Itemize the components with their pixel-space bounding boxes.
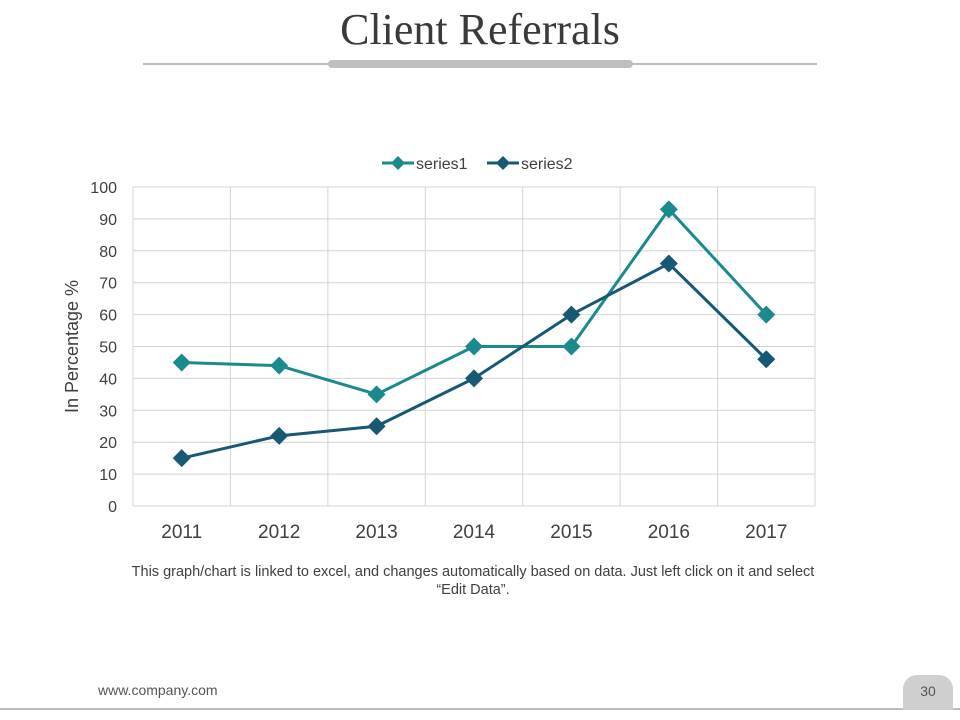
y-tick-label: 60	[99, 308, 117, 325]
legend-label-series1: series1	[416, 156, 468, 173]
y-tick-label: 0	[108, 499, 117, 516]
chart-legend: series1 series2	[382, 156, 573, 173]
series-line-series1[interactable]	[181, 207, 768, 396]
data-point-series2[interactable]	[465, 369, 483, 388]
y-tick-label: 10	[99, 467, 117, 484]
x-tick-label: 2016	[648, 522, 690, 543]
chart-caption: This graph/chart is linked to excel, and…	[131, 564, 815, 598]
slide-title: Client Referrals	[340, 5, 620, 54]
y-axis-title: In Percentage %	[62, 280, 82, 413]
data-point-series1[interactable]	[562, 337, 581, 356]
chart-grid	[132, 186, 816, 507]
footer-url: www.company.com	[98, 682, 218, 698]
page-number: 30	[920, 683, 936, 699]
data-point-series1[interactable]	[367, 385, 386, 404]
y-tick-label: 70	[99, 276, 117, 293]
data-point-series1[interactable]	[172, 353, 191, 372]
x-tick-label: 2011	[161, 522, 202, 543]
chart-axes: 0 10 20 30 40 50 60 70 80 90 100 2011 2012 2013 2014 20…	[62, 180, 787, 543]
data-point-series2[interactable]	[172, 449, 191, 468]
y-tick-label: 100	[90, 180, 117, 197]
data-point-series2[interactable]	[757, 350, 776, 369]
y-tick-label: 80	[99, 244, 117, 261]
page-number-tab: 30	[903, 675, 953, 710]
data-point-series2[interactable]	[562, 305, 581, 324]
data-point-series2[interactable]	[659, 254, 678, 273]
data-point-series2[interactable]	[367, 417, 386, 436]
data-point-series2[interactable]	[270, 426, 289, 445]
series-line-series2[interactable]	[181, 262, 768, 460]
y-tick-label: 90	[99, 212, 117, 229]
footer-divider	[0, 708, 960, 710]
x-tick-label: 2017	[745, 522, 787, 543]
chart-series	[172, 200, 776, 468]
data-point-series1[interactable]	[270, 356, 289, 375]
legend-marker-series1	[391, 156, 405, 170]
title-accent-bar	[328, 60, 633, 68]
x-tick-label: 2013	[355, 522, 397, 543]
data-point-series1[interactable]	[757, 305, 776, 324]
x-tick-label: 2014	[453, 522, 496, 543]
y-tick-label: 40	[99, 371, 117, 388]
y-tick-label: 50	[99, 340, 117, 357]
data-point-series1[interactable]	[659, 200, 678, 219]
legend-label-series2: series2	[521, 156, 573, 173]
y-tick-label: 30	[99, 403, 117, 420]
legend-marker-series2	[496, 156, 510, 170]
y-tick-label: 20	[99, 435, 117, 452]
x-tick-label: 2015	[550, 522, 592, 543]
x-tick-label: 2012	[258, 522, 300, 543]
data-point-series1[interactable]	[465, 337, 483, 356]
